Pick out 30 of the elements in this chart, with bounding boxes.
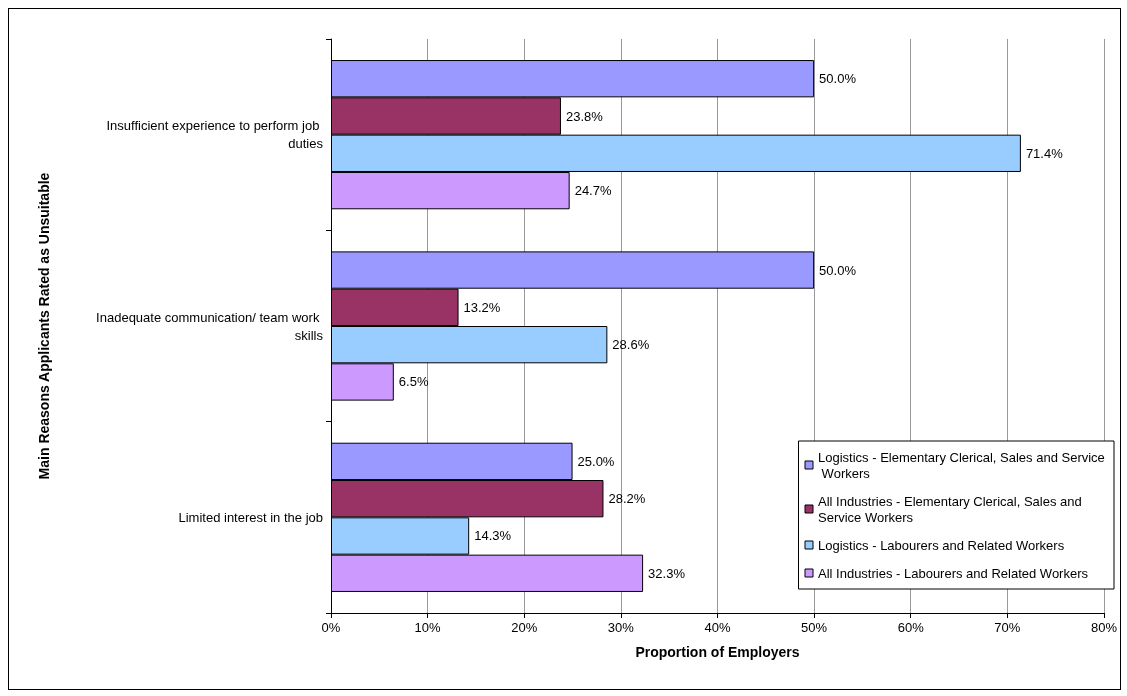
y-tick-label: Limited interest in the job <box>178 509 323 525</box>
x-axis-title: Proportion of Employers <box>635 644 800 660</box>
x-tick-label: 30% <box>607 620 635 635</box>
x-tick-label: 0% <box>321 620 341 635</box>
x-tick-label: 80% <box>1090 620 1118 635</box>
data-label: 71.4% <box>1025 145 1064 161</box>
x-tick-label: 20% <box>511 620 538 635</box>
x-tick-label: 40% <box>704 620 731 635</box>
x-tick-label: 10% <box>414 620 442 635</box>
data-label: 50.0% <box>819 71 857 87</box>
legend-label: All Industries - Labourers and Related Workers <box>818 565 1089 581</box>
data-label: 28.2% <box>608 491 646 507</box>
data-label: 25.0% <box>577 453 615 469</box>
data-label: 32.3% <box>648 565 686 581</box>
data-label: 23.8% <box>565 108 604 124</box>
data-label: 14.3% <box>474 528 512 544</box>
x-tick-label: 50% <box>801 620 828 635</box>
data-label: 28.6% <box>612 337 650 353</box>
legend-label: Logistics - Elementary Clerical, Sales and Service Workers <box>818 449 1105 481</box>
legend-label: Logistics - Labourers and Related Workers <box>818 537 1065 553</box>
data-label: 6.5% <box>398 374 429 390</box>
y-axis-title: Main Reasons Applicants Rated as Unsuitable <box>36 172 52 480</box>
data-label: 24.7% <box>574 183 612 199</box>
y-tick-label: Inadequate communication/ team work skills <box>96 309 324 343</box>
data-label: 50.0% <box>819 262 857 278</box>
data-label: 13.2% <box>463 299 501 315</box>
x-tick-label: 70% <box>994 620 1021 635</box>
y-tick-label: Insufficient experience to perform job duties <box>106 118 324 152</box>
legend-label: All Industries - Elementary Clerical, Sales and Service Workers <box>818 493 1086 525</box>
x-tick-label: 60% <box>897 620 925 635</box>
